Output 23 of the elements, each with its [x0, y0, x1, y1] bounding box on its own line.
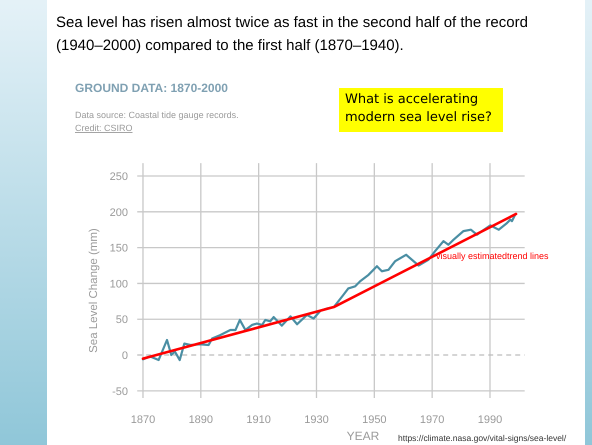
text: What is accelerating modern sea level rise?	[345, 92, 492, 125]
chart-title: Sea level has risen almost twice as fast in the second half of the record (1940–2000) compared to the first half (1870–1940).	[56, 14, 528, 54]
x-tick-label: 1910	[246, 414, 271, 426]
x-tick-label: 1990	[478, 414, 502, 426]
annotation: visually estimatedtrend lines	[436, 251, 550, 261]
y-axis-title: Sea Level Change (mm)	[88, 228, 100, 353]
x-axis-title: YEAR	[346, 429, 380, 443]
text: Credit: CSIRO	[75, 123, 133, 133]
x-tick-label: 1870	[130, 414, 156, 426]
x-tick-label: 1890	[188, 414, 214, 426]
x-tick-label: 1930	[304, 414, 329, 426]
y-tick-label: 50	[116, 314, 128, 326]
x-tick-label: 1970	[420, 414, 444, 426]
y-tick-label: 200	[110, 206, 128, 219]
x-tick-label: 1950	[362, 414, 387, 426]
y-tick-label: 100	[110, 278, 128, 290]
y-tick-label: -50	[112, 386, 128, 398]
y-tick-label: 0	[122, 350, 128, 362]
text: https://climate.nasa.gov/vital-signs/sea-level/	[398, 433, 567, 443]
chart-subtitle: GROUND DATA: 1870-2000	[75, 81, 228, 95]
source-note: Data source: Coastal tide gauge records.	[75, 110, 239, 120]
y-tick-label: 250	[110, 170, 128, 183]
y-tick-label: 150	[110, 242, 128, 255]
